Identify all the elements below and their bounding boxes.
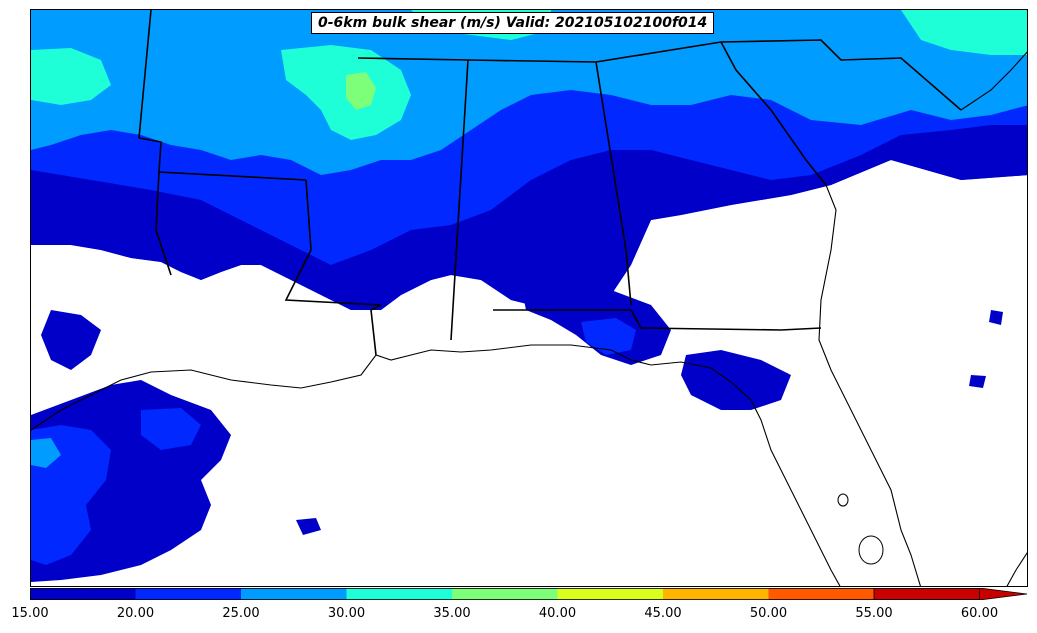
colorbar-tick-label: 45.00 (644, 606, 682, 621)
shear-band-15-20 (31, 125, 1027, 310)
shear-map (31, 10, 1027, 586)
shear-fill-layers (31, 10, 1027, 582)
map-panel (30, 9, 1028, 587)
map-title: 0-6km bulk shear (m/s) Valid: 2021051021… (311, 12, 715, 34)
colorbar-tick-label: 40.00 (538, 606, 577, 621)
coastline (31, 51, 1027, 586)
colorbar-tick-label: 20.00 (116, 606, 155, 621)
colorbar-segment (768, 588, 874, 600)
colorbar-tick-label: 55.00 (855, 606, 893, 621)
colorbar-segment (452, 588, 558, 600)
colorbar-segment (30, 588, 136, 600)
shear-band-35-40 (346, 72, 376, 110)
colorbar-segment-extend (873, 588, 1028, 600)
colorbar-tick-label: 50.00 (749, 606, 788, 621)
colorbar-tick-label: 60.00 (960, 606, 999, 621)
lakes (837, 493, 884, 565)
colorbar-tick-label: 25.00 (222, 606, 260, 621)
colorbar-segment (241, 588, 347, 600)
colorbar-tick-label: 30.00 (327, 606, 366, 621)
colorbar-segment (135, 588, 241, 600)
colorbar (30, 588, 1028, 600)
colorbar-tick-labels: 15.00 20.00 25.00 30.00 35.00 40.00 45.00 50.00… (0, 606, 1037, 626)
colorbar-segment (663, 588, 769, 600)
colorbar-tick-label: 35.00 (433, 606, 471, 621)
colorbar-segment (346, 588, 452, 600)
colorbar-tick-label: 15.00 (11, 606, 49, 621)
shear-band-25-30 (31, 10, 1027, 175)
colorbar-segment (557, 588, 663, 600)
colorbar-outline (30, 588, 980, 600)
state-borders (138, 10, 962, 356)
